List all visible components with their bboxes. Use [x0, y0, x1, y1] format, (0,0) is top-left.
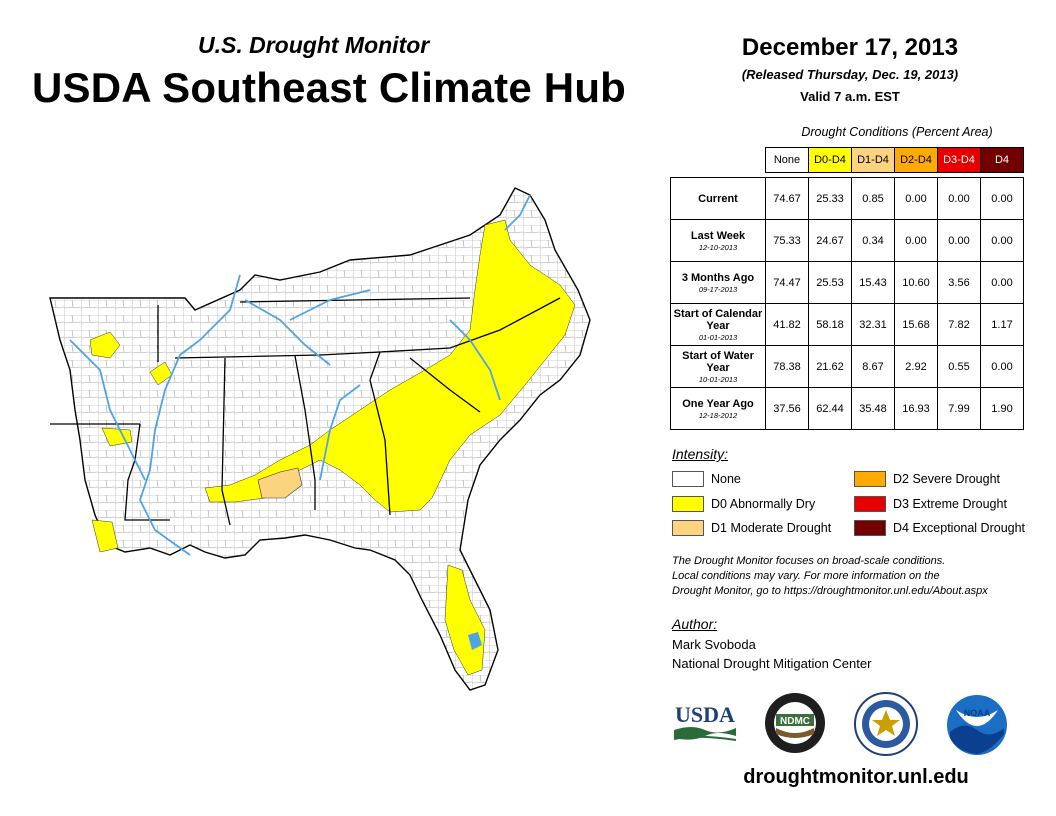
table-cell: 0.00: [894, 219, 938, 262]
svg-text:NDMC: NDMC: [780, 716, 810, 727]
release-date: (Released Thursday, Dec. 19, 2013): [741, 67, 959, 82]
table-cell: 16.93: [894, 387, 938, 430]
legend-swatch: [672, 520, 704, 536]
svg-text:NOAA: NOAA: [964, 708, 991, 718]
table-cell: 0.55: [937, 345, 981, 388]
table-cell: 24.67: [808, 219, 852, 262]
noaa-logo: NOAA: [947, 695, 1007, 755]
map-date: December 17, 2013: [741, 34, 959, 61]
table-row-last-week: Last Week 12-10-2013 75.33 24.67 0.34 0.0…: [670, 219, 1024, 262]
table-cell: 21.62: [808, 345, 852, 388]
table-header-row: None D0-D4 D1-D4 D2-D4 D3-D4 D4: [671, 147, 1024, 173]
table-cell: 10.60: [894, 261, 938, 304]
table-row-one-year-ago: One Year Ago 12-18-2012 37.56 62.44 35.48…: [670, 387, 1024, 430]
table-cell: 0.00: [894, 177, 938, 220]
table-cell: 0.00: [980, 177, 1024, 220]
table-cell: 25.33: [808, 177, 852, 220]
table-cell: 1.90: [980, 387, 1024, 430]
table-cell: 15.43: [851, 261, 895, 304]
col-none: None: [765, 147, 809, 173]
table-cell: 75.33: [765, 219, 809, 262]
table-cell: 7.82: [937, 303, 981, 346]
table-cell: 62.44: [808, 387, 852, 430]
table-cell: 0.00: [980, 261, 1024, 304]
table-cell: 25.53: [808, 261, 852, 304]
col-d4: D4: [980, 147, 1024, 173]
table-cell: 1.17: [980, 303, 1024, 346]
table-cell: 7.99: [937, 387, 981, 430]
table-row-current: Current 74.67 25.33 0.85 0.00 0.00 0.00: [670, 177, 1024, 220]
col-d0-d4: D0-D4: [808, 147, 852, 173]
table-row-3-months-ago: 3 Months Ago 09-17-2013 74.47 25.53 15.43…: [670, 261, 1024, 304]
author-name: Mark Svoboda: [672, 637, 756, 652]
table-cell: 3.56: [937, 261, 981, 304]
col-d2-d4: D2-D4: [894, 147, 938, 173]
table-cell: 74.67: [765, 177, 809, 220]
legend-title: Intensity:: [672, 446, 729, 462]
legend-swatch: [854, 471, 886, 487]
map-title: USDA Southeast Climate Hub: [32, 64, 627, 111]
row-label: 3 Months Ago 09-17-2013: [670, 261, 766, 304]
table-cell: 0.00: [980, 345, 1024, 388]
legend-swatch: [854, 520, 886, 536]
table-cell: 41.82: [765, 303, 809, 346]
row-label: Start of Calendar Year 01-01-2013: [670, 303, 766, 346]
table-cell: 58.18: [808, 303, 852, 346]
legend-swatch: [672, 496, 704, 512]
legend-swatch: [854, 496, 886, 512]
col-d3-d4: D3-D4: [937, 147, 981, 173]
row-label: Last Week 12-10-2013: [670, 219, 766, 262]
table-cell: 0.00: [937, 219, 981, 262]
row-label: Start of Water Year 10-01-2013: [670, 345, 766, 388]
drought-conditions-table: None D0-D4 D1-D4 D2-D4 D3-D4 D4 Current …: [670, 147, 1024, 430]
table-cell: 0.34: [851, 219, 895, 262]
table-cell: 74.47: [765, 261, 809, 304]
table-cell: 2.92: [894, 345, 938, 388]
table-cell: 35.48: [851, 387, 895, 430]
legend-swatch: [672, 471, 704, 487]
map-subtitle: U.S. Drought Monitor: [198, 32, 430, 58]
table-cell: 0.00: [980, 219, 1024, 262]
table-caption: Drought Conditions (Percent Area): [801, 125, 993, 139]
row-label: One Year Ago 12-18-2012: [670, 387, 766, 430]
svg-text:USDA: USDA: [675, 702, 735, 727]
table-cell: 78.38: [765, 345, 809, 388]
table-cell: 32.31: [851, 303, 895, 346]
usda-logo: USDA: [673, 702, 737, 741]
rivers: [69, 194, 531, 556]
commerce-seal-logo: [854, 692, 918, 756]
table-cell: 0.00: [937, 177, 981, 220]
ndmc-logo: NDMC: [765, 693, 825, 753]
table-cell: 15.68: [894, 303, 938, 346]
footer-url[interactable]: droughtmonitor.unl.edu: [743, 766, 969, 788]
col-d1-d4: D1-D4: [851, 147, 895, 173]
table-cell: 8.67: [851, 345, 895, 388]
author-heading: Author:: [672, 616, 718, 632]
row-label: Current: [670, 177, 766, 220]
southeast-drought-map: [49, 187, 591, 691]
table-row-start-of-water-year: Start of Water Year 10-01-2013 78.38 21.6…: [670, 345, 1024, 388]
table-cell: 0.85: [851, 177, 895, 220]
lake-okeechobee: [468, 632, 482, 650]
d1-moderate-drought-area: [257, 467, 303, 499]
state-boundaries: [50, 297, 561, 526]
author-organization: National Drought Mitigation Center: [672, 656, 872, 671]
table-row-start-of-calendar-year: Start of Calendar Year 01-01-2013 41.82 5…: [670, 303, 1024, 346]
disclaimer-note: The Drought Monitor focuses on broad-sca…: [672, 555, 988, 597]
valid-time: Valid 7 a.m. EST: [800, 89, 900, 104]
table-cell: 37.56: [765, 387, 809, 430]
